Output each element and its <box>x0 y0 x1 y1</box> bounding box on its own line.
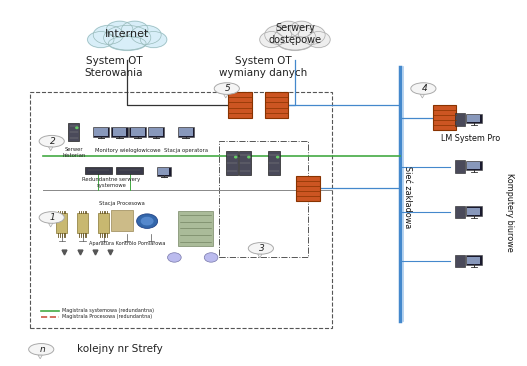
Ellipse shape <box>93 25 123 44</box>
Ellipse shape <box>260 31 283 48</box>
FancyBboxPatch shape <box>111 127 128 137</box>
Text: 2: 2 <box>50 137 56 146</box>
Ellipse shape <box>265 25 291 44</box>
FancyBboxPatch shape <box>68 123 80 141</box>
FancyBboxPatch shape <box>467 257 480 264</box>
FancyBboxPatch shape <box>85 167 112 174</box>
Text: Magistrala systemowa (redundantna): Magistrala systemowa (redundantna) <box>62 308 154 313</box>
FancyBboxPatch shape <box>455 113 465 126</box>
Text: kolejny nr Strefy: kolejny nr Strefy <box>77 344 163 354</box>
Ellipse shape <box>104 25 151 50</box>
FancyBboxPatch shape <box>466 161 482 170</box>
Ellipse shape <box>106 21 133 37</box>
Circle shape <box>76 127 78 128</box>
Ellipse shape <box>278 36 312 51</box>
FancyBboxPatch shape <box>228 92 252 118</box>
FancyBboxPatch shape <box>129 127 146 137</box>
FancyBboxPatch shape <box>77 213 88 233</box>
Bar <box>30 92 331 328</box>
FancyBboxPatch shape <box>94 128 108 136</box>
Text: Stacja operatora: Stacja operatora <box>164 148 208 153</box>
FancyBboxPatch shape <box>239 151 251 175</box>
Circle shape <box>277 156 279 158</box>
FancyBboxPatch shape <box>149 128 163 136</box>
Polygon shape <box>38 355 42 359</box>
Ellipse shape <box>140 31 167 48</box>
Text: Serwery
dostępowe: Serwery dostępowe <box>268 23 321 45</box>
Circle shape <box>136 214 158 228</box>
Circle shape <box>248 156 250 158</box>
Polygon shape <box>223 94 228 98</box>
FancyBboxPatch shape <box>56 213 67 233</box>
Text: n: n <box>40 345 45 354</box>
FancyBboxPatch shape <box>148 127 164 137</box>
FancyBboxPatch shape <box>113 128 126 136</box>
FancyBboxPatch shape <box>93 127 110 137</box>
Text: Aparatura Kontrolo Pomiarowa: Aparatura Kontrolo Pomiarowa <box>89 241 165 246</box>
FancyBboxPatch shape <box>296 176 320 201</box>
FancyBboxPatch shape <box>466 206 482 216</box>
Ellipse shape <box>131 25 161 44</box>
Ellipse shape <box>307 31 330 48</box>
Polygon shape <box>420 94 424 98</box>
Circle shape <box>235 156 237 158</box>
Ellipse shape <box>277 21 300 37</box>
Ellipse shape <box>87 31 114 48</box>
Text: Magistrala Procesowa (redundantna): Magistrala Procesowa (redundantna) <box>62 314 152 319</box>
Text: LM System Pro: LM System Pro <box>441 134 500 143</box>
Text: 4: 4 <box>422 84 427 93</box>
Ellipse shape <box>290 21 314 37</box>
Text: Redundantne serwery
systemowe: Redundantne serwery systemowe <box>82 177 141 188</box>
Polygon shape <box>48 223 53 227</box>
FancyBboxPatch shape <box>467 162 480 169</box>
Ellipse shape <box>109 36 146 51</box>
Text: Sieć zakładowa: Sieć zakładowa <box>403 167 412 229</box>
Text: System OT
Sterowania: System OT Sterowania <box>85 56 143 78</box>
FancyBboxPatch shape <box>116 167 143 174</box>
FancyBboxPatch shape <box>99 213 109 233</box>
Text: System OT
wymiany danych: System OT wymiany danych <box>219 56 308 78</box>
Text: Internet: Internet <box>105 29 149 39</box>
FancyBboxPatch shape <box>467 115 480 122</box>
Bar <box>219 141 308 257</box>
Text: Monitory wielogłowicowe: Monitory wielogłowicowe <box>95 148 161 153</box>
Ellipse shape <box>28 344 54 355</box>
Text: Serwer
historian: Serwer historian <box>62 147 85 158</box>
FancyBboxPatch shape <box>157 167 171 176</box>
Polygon shape <box>48 147 53 151</box>
FancyBboxPatch shape <box>178 211 213 246</box>
FancyBboxPatch shape <box>226 151 238 175</box>
FancyBboxPatch shape <box>466 113 482 123</box>
FancyBboxPatch shape <box>455 160 465 173</box>
FancyBboxPatch shape <box>265 92 288 118</box>
Text: 1: 1 <box>50 213 56 222</box>
Circle shape <box>204 253 218 262</box>
FancyBboxPatch shape <box>159 168 169 175</box>
FancyBboxPatch shape <box>466 255 482 265</box>
Text: 3: 3 <box>259 244 265 253</box>
Ellipse shape <box>248 243 274 254</box>
Ellipse shape <box>39 135 64 147</box>
FancyBboxPatch shape <box>455 255 465 268</box>
Text: Komputery biurowe: Komputery biurowe <box>505 173 514 251</box>
Ellipse shape <box>214 83 239 94</box>
FancyBboxPatch shape <box>467 208 480 214</box>
Circle shape <box>168 253 181 262</box>
Ellipse shape <box>298 25 325 44</box>
FancyBboxPatch shape <box>455 206 465 219</box>
Circle shape <box>140 216 154 226</box>
FancyBboxPatch shape <box>268 151 280 175</box>
Ellipse shape <box>411 83 436 94</box>
Ellipse shape <box>274 25 316 50</box>
Text: Stacja Procesowa: Stacja Procesowa <box>99 201 145 206</box>
FancyBboxPatch shape <box>111 210 133 231</box>
FancyBboxPatch shape <box>433 105 456 130</box>
FancyBboxPatch shape <box>179 128 193 136</box>
Ellipse shape <box>122 21 148 37</box>
Polygon shape <box>258 254 262 258</box>
FancyBboxPatch shape <box>131 128 144 136</box>
Text: 5: 5 <box>225 84 231 93</box>
Ellipse shape <box>39 212 64 223</box>
FancyBboxPatch shape <box>178 127 194 137</box>
